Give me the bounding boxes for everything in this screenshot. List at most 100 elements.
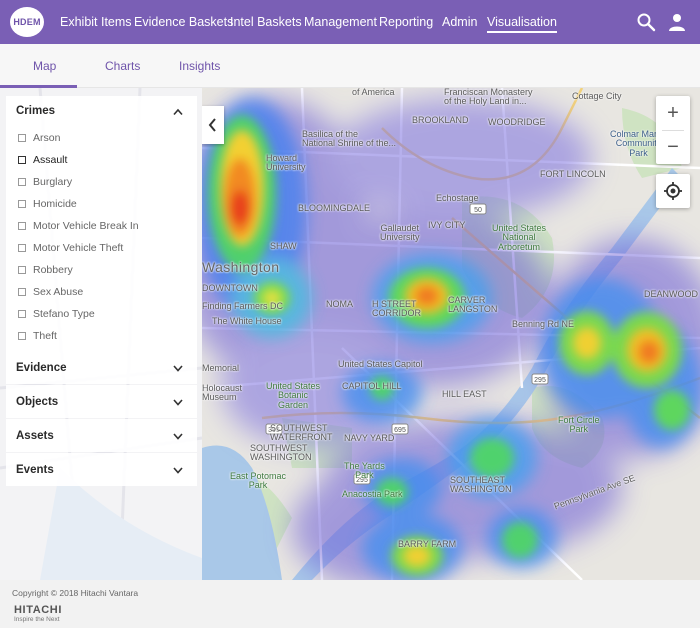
map-label: DOWNTOWN: [202, 283, 258, 293]
map-label: Cottage City: [572, 91, 622, 101]
crime-heatmap-map[interactable]: 50 295 395 695 295 of America Franciscan…: [202, 88, 700, 580]
chevron-down-icon[interactable]: [173, 432, 183, 440]
map-label: CARVER LANGSTON: [448, 295, 498, 315]
zoom-in-button[interactable]: +: [667, 102, 679, 124]
checkbox[interactable]: [18, 222, 26, 230]
map-label: Gallaudet University: [380, 223, 420, 243]
tab-charts[interactable]: Charts: [105, 59, 141, 73]
map-label: CAPITOL HILL: [342, 381, 402, 391]
checkbox[interactable]: [18, 200, 26, 208]
crime-filter-label: Burglary: [33, 176, 73, 188]
checkbox[interactable]: [18, 178, 26, 186]
checkbox[interactable]: [18, 332, 26, 340]
crime-filter-label: Homicide: [33, 198, 77, 210]
map-canvas[interactable]: 50 295 395 695 295: [202, 88, 700, 580]
map-label: SOUTHWEST WASHINGTON: [250, 443, 312, 463]
objects-panel[interactable]: Objects: [6, 385, 197, 418]
map-label: The Yards Park: [344, 461, 385, 481]
route-shield: [353, 473, 371, 485]
route-shield-label: 295: [534, 377, 546, 384]
events-panel-title[interactable]: Events: [16, 464, 54, 476]
map-label: Franciscan Monastery of the Holy Land in…: [444, 88, 533, 107]
map-label: HILL EAST: [442, 389, 487, 399]
checkbox[interactable]: [18, 244, 26, 252]
evidence-panel-title[interactable]: Evidence: [16, 362, 67, 374]
map-label: SOUTHEAST WASHINGTON: [450, 475, 512, 495]
user-icon[interactable]: [667, 12, 687, 32]
map-label: Colmar Manor Community Park: [610, 129, 668, 158]
checkbox[interactable]: [18, 266, 26, 274]
route-shield-label: 50: [474, 207, 482, 214]
zoom-out-button[interactable]: −: [667, 136, 679, 158]
map-label: BLOOMINGDALE: [298, 203, 371, 213]
crime-filter-label: Stefano Type: [33, 308, 95, 320]
crime-filter-arson[interactable]: Arson: [18, 132, 188, 146]
crime-filter-robbery[interactable]: Robbery: [18, 264, 188, 278]
chevron-down-icon[interactable]: [173, 466, 183, 474]
map-label: United States Capitol: [338, 359, 423, 369]
checkbox[interactable]: [18, 310, 26, 318]
map-label: Benning Rd NE: [512, 319, 575, 329]
crime-filter-theft[interactable]: Theft: [18, 330, 188, 344]
tab-map[interactable]: Map: [33, 59, 57, 73]
crime-filter-motor-vehicle-theft[interactable]: Motor Vehicle Theft: [18, 242, 188, 256]
collapse-sidebar-button[interactable]: [202, 106, 224, 144]
map-label: WOODRIDGE: [488, 117, 546, 127]
map-label: IVY CITY: [428, 220, 466, 230]
crime-filter-assault[interactable]: Assault: [18, 154, 188, 168]
app-logo[interactable]: HDEM: [10, 7, 44, 37]
evidence-panel[interactable]: Evidence: [6, 351, 197, 384]
map-label: NOMA: [326, 299, 353, 309]
route-shield-label: 695: [394, 427, 406, 434]
map-label: NAVY YARD: [344, 433, 395, 443]
map-label: The White House: [212, 316, 282, 326]
crime-filter-label: Assault: [33, 154, 68, 166]
objects-panel-title[interactable]: Objects: [16, 396, 59, 408]
checkbox[interactable]: [18, 156, 26, 164]
map-label: SHAW: [270, 241, 297, 251]
nav-admin[interactable]: Admin: [442, 15, 478, 29]
chevron-down-icon[interactable]: [173, 364, 183, 372]
nav-management[interactable]: Management: [304, 15, 377, 29]
nav-evidence-baskets[interactable]: Evidence Baskets: [134, 15, 234, 29]
crime-filter-sex-abuse[interactable]: Sex Abuse: [18, 286, 188, 300]
route-shield: [469, 203, 487, 215]
checkbox[interactable]: [18, 134, 26, 142]
map-label: Washington: [202, 259, 280, 275]
map-label: BARRY FARM: [398, 539, 457, 549]
tab-insights[interactable]: Insights: [179, 59, 221, 73]
route-shield-label: 295: [356, 477, 368, 484]
assets-panel[interactable]: Assets: [6, 419, 197, 452]
chevron-left-icon: [208, 118, 216, 132]
hitachi-logo: HITACHI: [14, 604, 62, 616]
map-label: Memorial: [202, 363, 240, 373]
locate-icon: [664, 182, 682, 200]
events-panel[interactable]: Events: [6, 453, 197, 486]
nav-visualisation[interactable]: Visualisation: [487, 15, 557, 33]
crimes-panel-title[interactable]: Crimes: [16, 105, 55, 117]
chevron-down-icon[interactable]: [173, 398, 183, 406]
crimes-panel: Crimes Arson Assault Burglary Homicide M…: [6, 96, 197, 351]
active-tab-indicator: [0, 85, 77, 88]
crime-filter-burglary[interactable]: Burglary: [18, 176, 188, 190]
crime-filter-stefano-type[interactable]: Stefano Type: [18, 308, 188, 322]
crime-filter-label: Arson: [33, 132, 61, 144]
crime-filter-motor-vehicle-break-in[interactable]: Motor Vehicle Break In: [18, 220, 188, 234]
chevron-up-icon[interactable]: [173, 108, 183, 116]
crime-filter-label: Motor Vehicle Theft: [33, 242, 124, 254]
search-icon[interactable]: [636, 12, 656, 32]
route-shield-label: 395: [268, 427, 280, 434]
route-shield: [531, 373, 549, 385]
nav-intel-baskets[interactable]: Intel Baskets: [230, 15, 302, 29]
nav-exhibit-items[interactable]: Exhibit Items: [60, 15, 132, 29]
zoom-divider: [662, 130, 684, 131]
locate-me-button[interactable]: [656, 174, 690, 208]
assets-panel-title[interactable]: Assets: [16, 430, 54, 442]
nav-reporting[interactable]: Reporting: [379, 15, 434, 29]
map-label: Anacostia Park: [342, 489, 403, 499]
checkbox[interactable]: [18, 288, 26, 296]
map-label: Fort Circle Park: [558, 415, 600, 435]
crime-filter-label: Sex Abuse: [33, 286, 84, 298]
map-label: BROOKLAND: [412, 115, 469, 125]
crime-filter-homicide[interactable]: Homicide: [18, 198, 188, 212]
